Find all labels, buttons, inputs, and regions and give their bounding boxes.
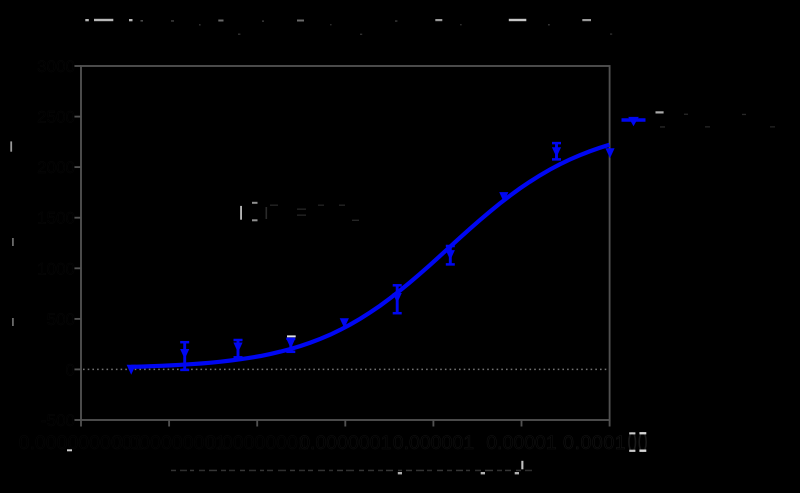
svg-text:2500: 2500 bbox=[37, 108, 75, 127]
svg-text:0.000000001: 0.000000001 bbox=[112, 432, 226, 454]
svg-text:Specific TBPS binding (fmol/mg: Specific TBPS binding (fmol/mg protein) bbox=[0, 137, 18, 427]
svg-text:3000: 3000 bbox=[37, 57, 75, 76]
svg-text:Concentration of pregnenolone: Concentration of pregnenolone sulfate (M… bbox=[169, 454, 529, 475]
svg-text:0.00000001: 0.00000001 bbox=[206, 432, 309, 454]
svg-text:0.0001: 0.0001 bbox=[563, 432, 626, 454]
svg-text:0.0000000001: 0.0000000001 bbox=[19, 432, 144, 454]
svg-text:500: 500 bbox=[47, 310, 75, 329]
svg-text:2000: 2000 bbox=[37, 158, 75, 177]
svg-text:-500: -500 bbox=[41, 411, 75, 430]
svg-text:0.0000001: 0.0000001 bbox=[299, 432, 391, 454]
svg-text:1500: 1500 bbox=[37, 209, 75, 228]
svg-text:0.00001: 0.00001 bbox=[486, 432, 557, 454]
svg-text:0.000001: 0.000001 bbox=[393, 432, 474, 454]
svg-text:EC: EC bbox=[240, 200, 269, 223]
svg-text:0: 0 bbox=[66, 360, 75, 379]
svg-text:Pregnenolone sulfate: Pregnenolone sulfate bbox=[649, 109, 779, 129]
svg-text:= 353 nM: = 353 nM bbox=[284, 200, 372, 223]
svg-text:50: 50 bbox=[266, 209, 283, 226]
svg-text:1000: 1000 bbox=[37, 259, 75, 278]
